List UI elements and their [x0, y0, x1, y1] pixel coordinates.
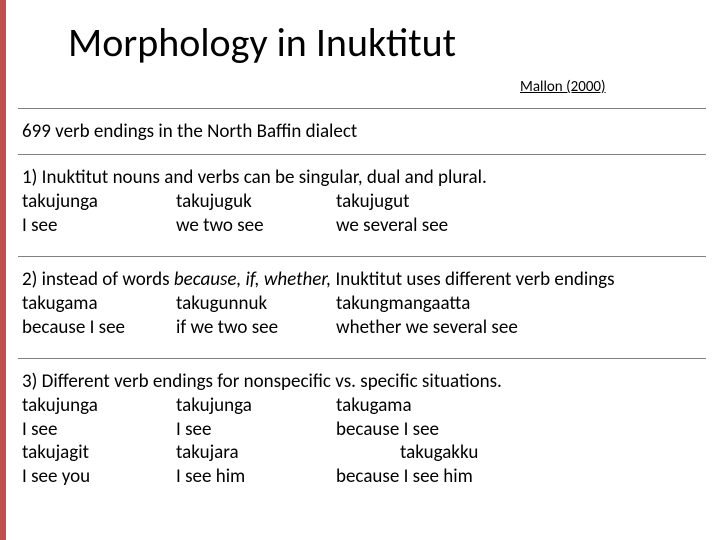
- accent-bar: [0, 0, 6, 540]
- example-row: I see we two see we several see: [22, 214, 596, 238]
- page-title: Morphology in Inuktitut: [68, 18, 456, 67]
- cell: takujunga: [22, 394, 176, 418]
- slide: Morphology in Inuktitut Mallon (2000) 69…: [0, 0, 720, 540]
- cell: takujagit: [22, 441, 176, 465]
- divider: [18, 154, 706, 155]
- headline-text: 2) instead of words: [22, 268, 174, 291]
- cell: because I see him: [336, 465, 596, 489]
- example-row: I see I see because I see: [22, 418, 596, 442]
- intro-text: 699 verb endings in the North Baffin dia…: [22, 120, 357, 143]
- cell: we several see: [336, 214, 596, 238]
- cell-indented: takugakku: [336, 441, 478, 465]
- section-headline: 3) Different verb endings for nonspecifi…: [22, 370, 596, 394]
- cell: takungmangaatta: [336, 292, 596, 316]
- cell: takugakku: [336, 441, 596, 465]
- cell: takujuguk: [176, 190, 336, 214]
- section-2: 2) instead of words because, if, whether…: [22, 268, 615, 339]
- section-1: 1) Inuktitut nouns and verbs can be sing…: [22, 166, 596, 237]
- cell: whether we several see: [336, 316, 596, 340]
- citation: Mallon (2000): [520, 78, 606, 96]
- headline-text: Inuktitut uses different verb endings: [331, 268, 614, 291]
- cell: I see: [22, 418, 176, 442]
- cell: I see you: [22, 465, 176, 489]
- cell: takujugut: [336, 190, 596, 214]
- cell: takugama: [22, 292, 176, 316]
- cell: I see him: [176, 465, 336, 489]
- cell: takujara: [176, 441, 336, 465]
- headline-text: 3) Different verb endings for nonspecifi…: [22, 370, 502, 393]
- cell: if we two see: [176, 316, 336, 340]
- cell: takujunga: [176, 394, 336, 418]
- divider: [18, 256, 706, 257]
- cell: because I see: [22, 316, 176, 340]
- example-row: takugama takugunnuk takungmangaatta: [22, 292, 615, 316]
- cell: I see: [22, 214, 176, 238]
- cell: we two see: [176, 214, 336, 238]
- example-row: takujunga takujuguk takujugut: [22, 190, 596, 214]
- cell: I see: [176, 418, 336, 442]
- section-3: 3) Different verb endings for nonspecifi…: [22, 370, 596, 489]
- divider: [18, 358, 706, 359]
- section-headline: 1) Inuktitut nouns and verbs can be sing…: [22, 166, 596, 190]
- example-row: takujagit takujara takugakku: [22, 441, 596, 465]
- example-row: because I see if we two see whether we s…: [22, 316, 615, 340]
- cell: because I see: [336, 418, 596, 442]
- example-row: I see you I see him because I see him: [22, 465, 596, 489]
- divider: [18, 108, 706, 109]
- section-headline: 2) instead of words because, if, whether…: [22, 268, 615, 292]
- headline-text: 1) Inuktitut nouns and verbs can be sing…: [22, 166, 487, 189]
- headline-italic: because, if, whether,: [174, 268, 331, 291]
- example-row: takujunga takujunga takugama: [22, 394, 596, 418]
- cell: takugama: [336, 394, 596, 418]
- cell: takugunnuk: [176, 292, 336, 316]
- cell: takujunga: [22, 190, 176, 214]
